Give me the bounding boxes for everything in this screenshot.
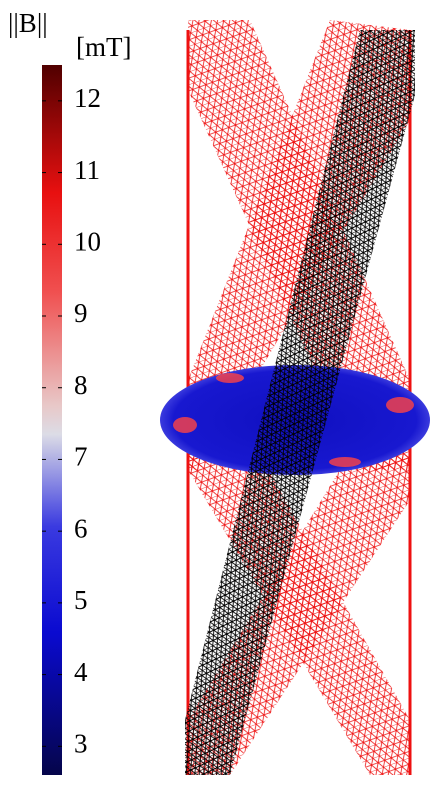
hot-spot [329, 457, 361, 467]
mesh-visualization [160, 20, 430, 775]
tick-label: 9 [74, 298, 88, 328]
colorbar: ||B|| [mT] 3 4 5 6 7 8 9 10 11 12 [8, 8, 131, 775]
colorbar-title: ||B|| [8, 8, 48, 38]
tick-label: 8 [74, 370, 88, 400]
tick-label: 12 [74, 83, 101, 113]
hot-spot [173, 417, 197, 433]
hot-spot [386, 397, 414, 413]
hot-spot [216, 373, 244, 383]
tick-label: 11 [74, 155, 100, 185]
tick-label: 7 [74, 442, 88, 472]
tick-label: 5 [74, 585, 88, 615]
tick-label: 3 [74, 729, 88, 759]
tick-label: 4 [74, 657, 88, 687]
tick-label: 10 [74, 226, 101, 256]
tick-label: 6 [74, 513, 88, 543]
colorbar-unit: [mT] [76, 32, 131, 62]
black-band [185, 30, 415, 775]
colorbar-gradient [42, 65, 62, 775]
